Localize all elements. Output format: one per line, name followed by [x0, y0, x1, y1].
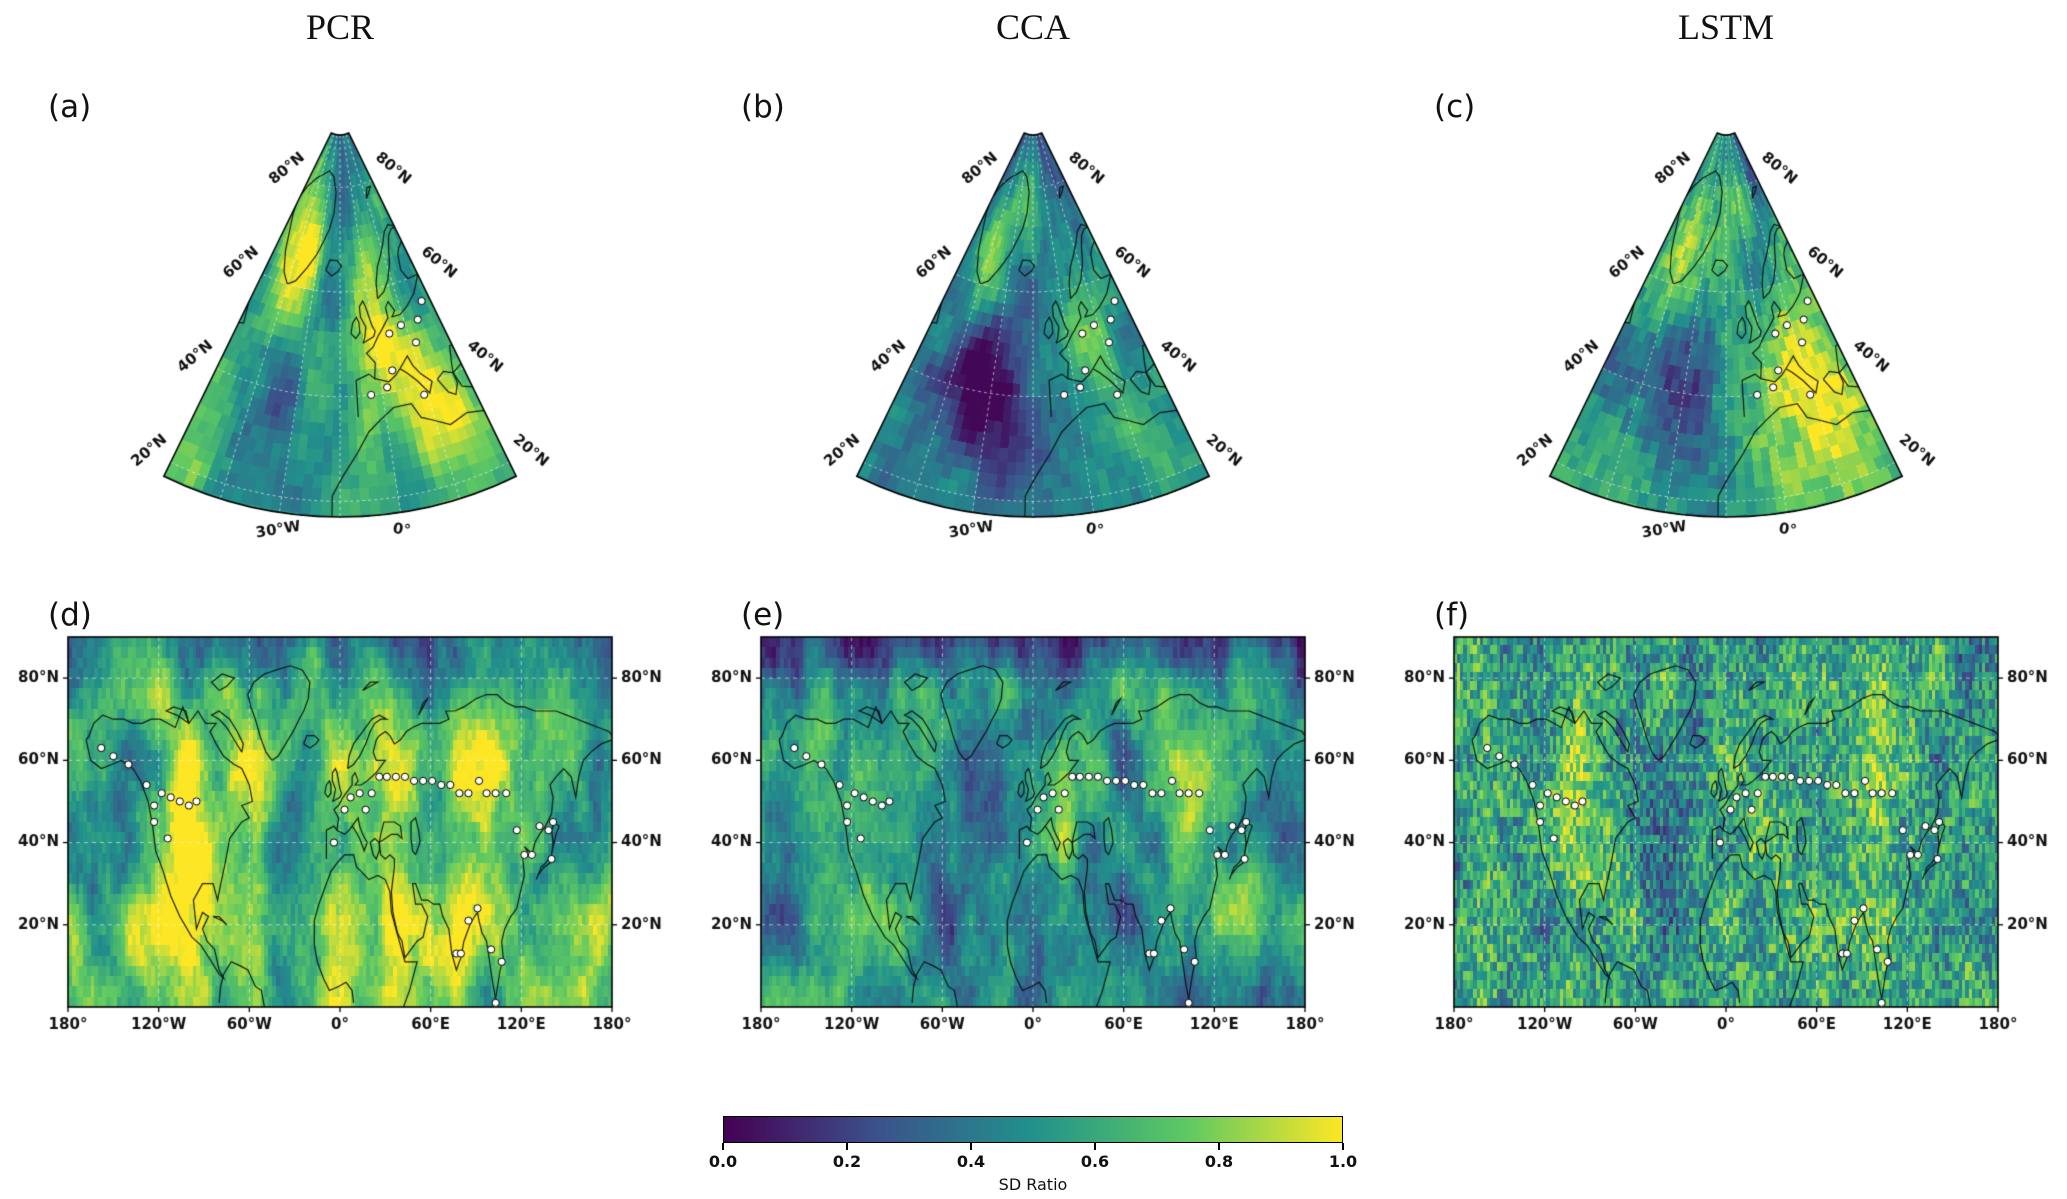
panel-e-letter: (e)	[741, 597, 785, 633]
colorbar-tick-label: 0.0	[708, 1152, 738, 1171]
colorbar-tick-label: 0.4	[956, 1152, 986, 1171]
column-title-pcr: PCR	[305, 7, 375, 47]
panel-e-map-canvas	[703, 595, 1363, 1075]
panel-c-map-canvas	[1396, 75, 2056, 580]
colorbar-tick-mark	[970, 1143, 972, 1150]
colorbar-tick-label: 0.8	[1204, 1152, 1234, 1171]
colorbar-tick-mark	[1218, 1143, 1220, 1150]
colorbar-tick-label: 1.0	[1328, 1152, 1358, 1171]
column-title-cca: CCA	[995, 7, 1071, 47]
colorbar-tick-mark	[1094, 1143, 1096, 1150]
colorbar-tick-mark	[722, 1143, 724, 1150]
panel-d-map-canvas	[10, 595, 670, 1075]
panel-b-map-canvas	[703, 75, 1363, 580]
colorbar-ticks: 0.0 0.2 0.4 0.6 0.8 1.0	[709, 1143, 1357, 1173]
panel-d-letter: (d)	[48, 597, 92, 633]
panel-a-map-canvas	[10, 75, 670, 580]
colorbar-tick-label: 0.2	[832, 1152, 862, 1171]
colorbar-tick-mark	[1342, 1143, 1344, 1150]
colorbar: 0.0 0.2 0.4 0.6 0.8 1.0 SD Ratio	[709, 1116, 1357, 1194]
panel-b-letter: (b)	[741, 89, 785, 125]
colorbar-gradient	[723, 1116, 1343, 1143]
colorbar-tick-mark	[846, 1143, 848, 1150]
panel-a-letter: (a)	[48, 89, 92, 125]
colorbar-tick-label: 0.6	[1080, 1152, 1110, 1171]
colorbar-label: SD Ratio	[998, 1175, 1068, 1194]
panel-f-letter: (f)	[1434, 597, 1470, 633]
column-title-lstm: LSTM	[1677, 7, 1774, 47]
panel-f-map-canvas	[1396, 595, 2056, 1075]
panel-c-letter: (c)	[1434, 89, 1476, 125]
